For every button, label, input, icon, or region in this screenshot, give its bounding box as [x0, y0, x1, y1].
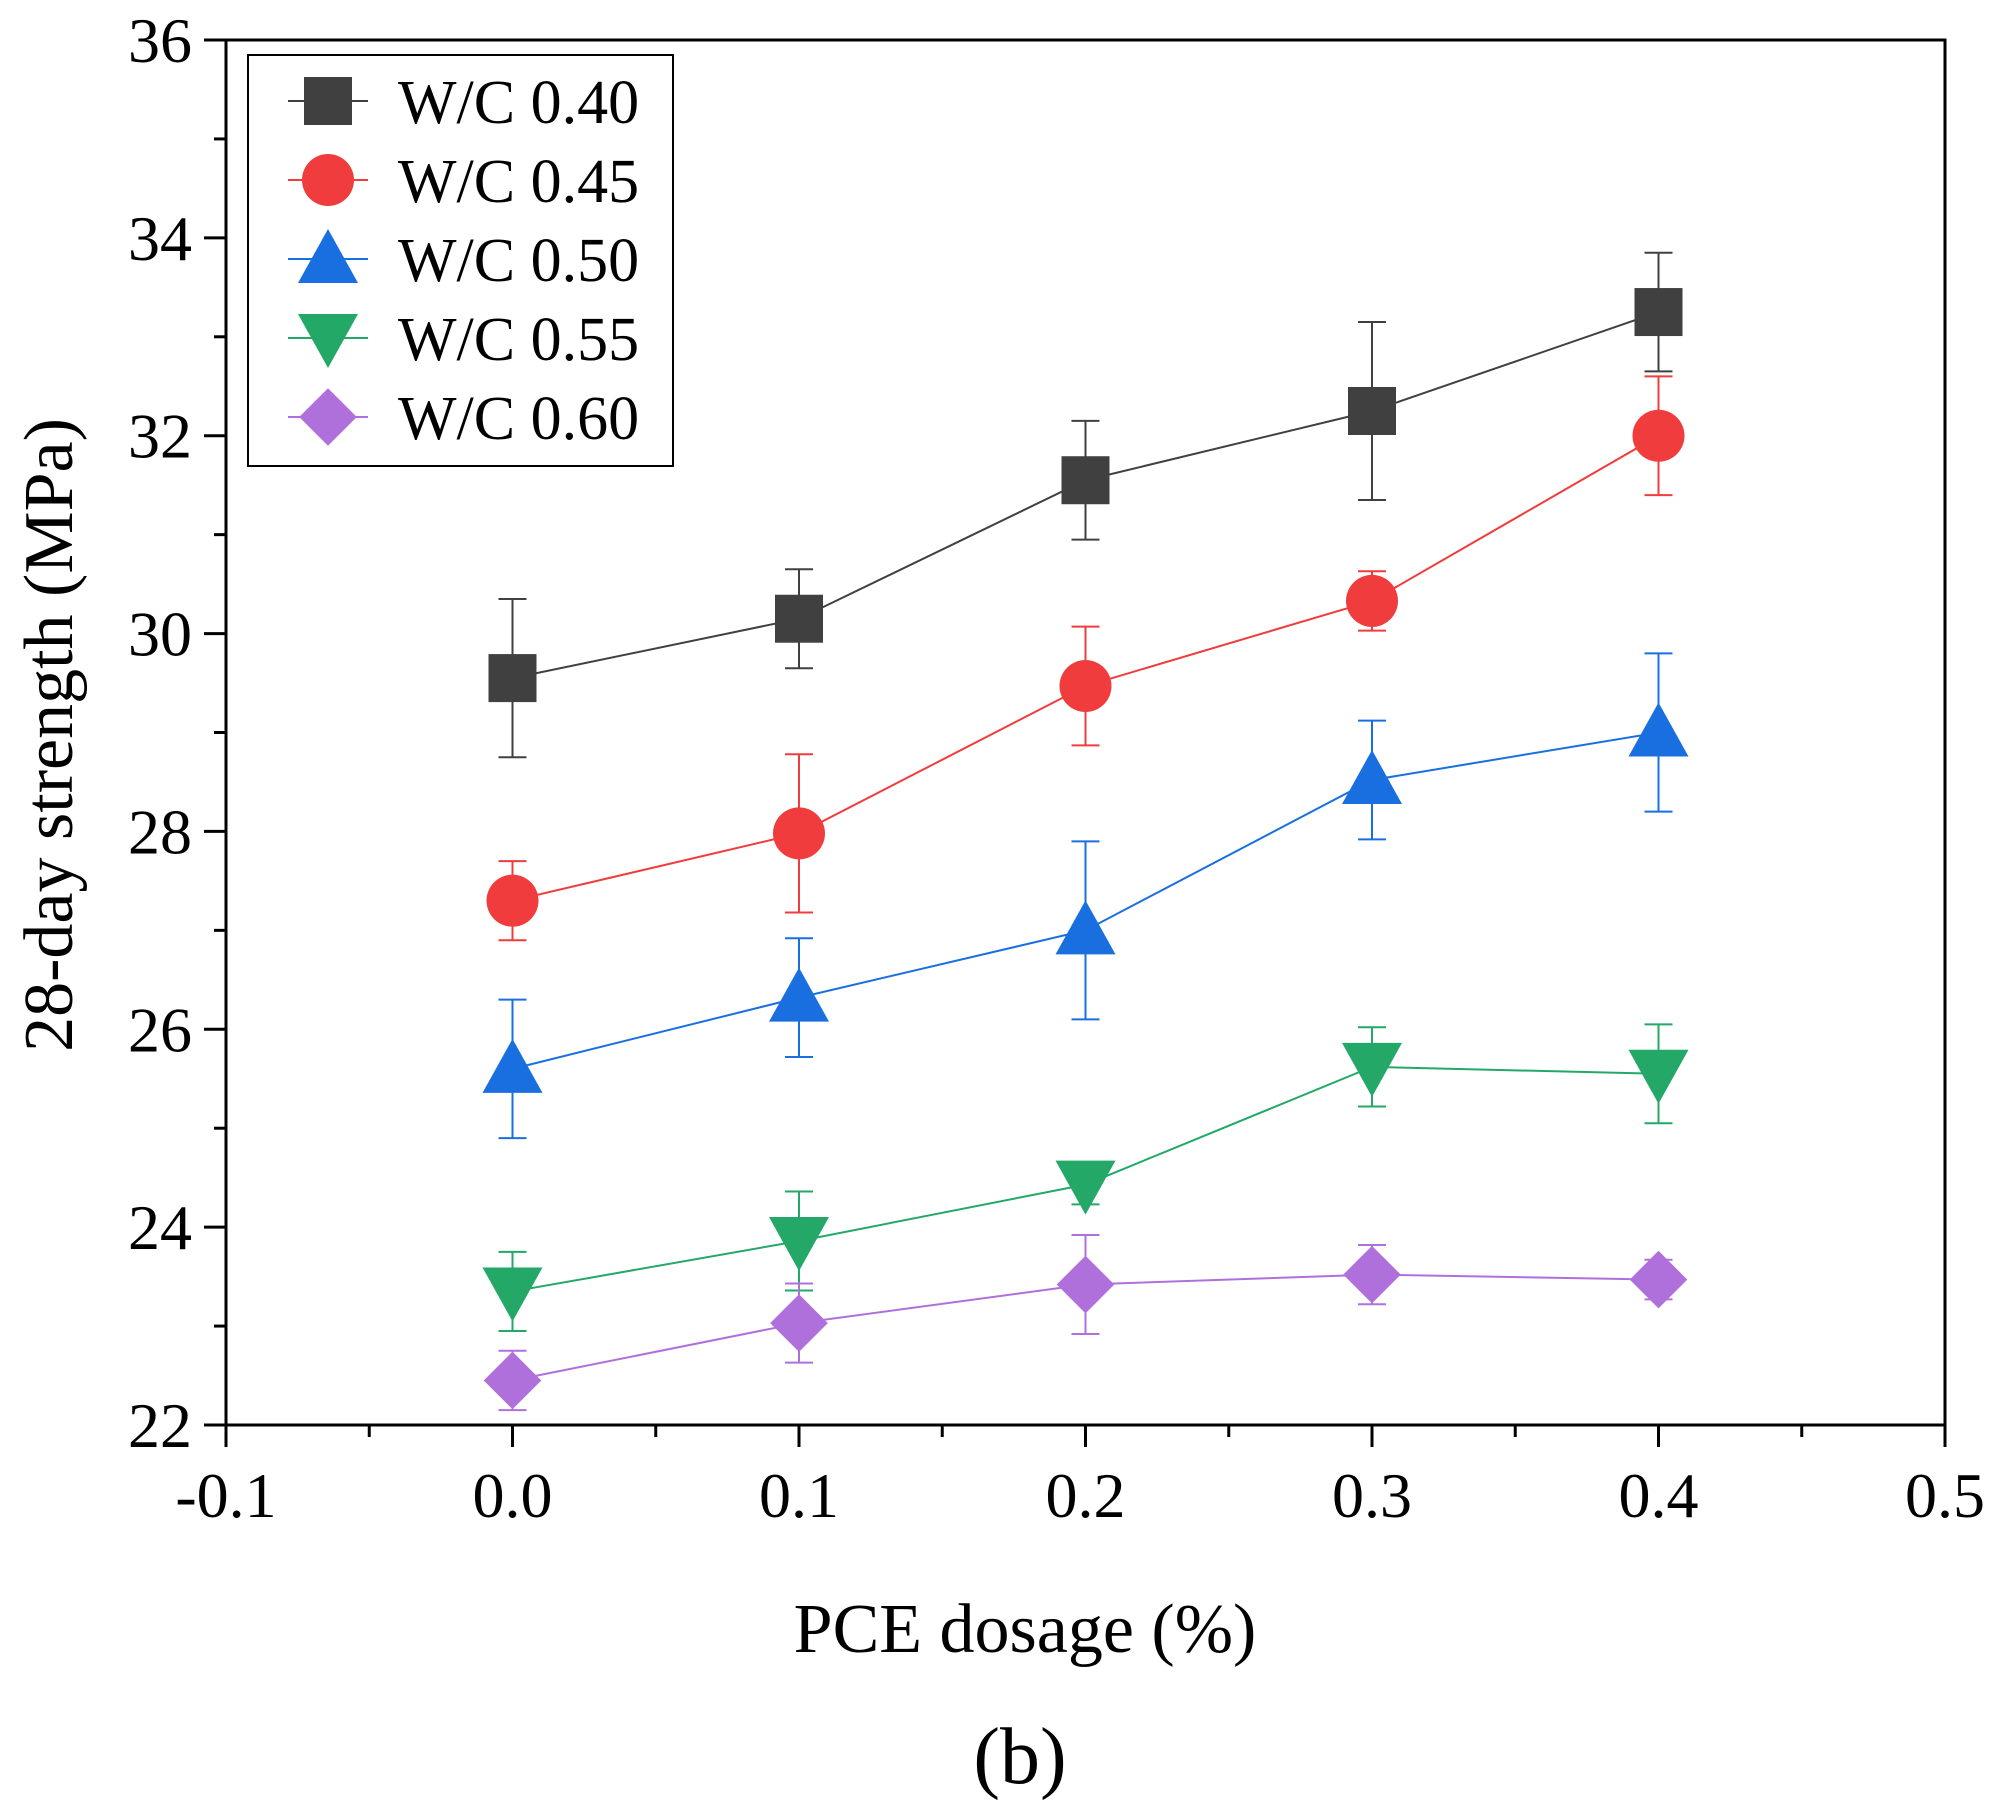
data-point — [482, 1038, 543, 1093]
x-tick-label: 0.1 — [759, 1460, 839, 1531]
data-point — [773, 807, 825, 860]
x-tick-label: 0.2 — [1046, 1460, 1126, 1531]
legend-label: W/C 0.40 — [398, 69, 639, 137]
legend-label: W/C 0.55 — [398, 306, 639, 374]
y-tick-label: 26 — [128, 994, 192, 1065]
series-w-c-0-50 — [482, 652, 1689, 1140]
data-point — [1061, 456, 1110, 505]
series-w-c-0-55 — [482, 1023, 1689, 1333]
data-point — [1342, 749, 1402, 804]
series-w-c-0-40 — [488, 251, 1683, 759]
x-tick-label: 0.4 — [1619, 1460, 1699, 1531]
data-point — [1055, 1160, 1116, 1215]
data-point — [1348, 386, 1396, 435]
x-tick-label: -0.1 — [175, 1460, 276, 1531]
data-point — [1342, 1042, 1402, 1097]
series-w-c-0-60 — [483, 1234, 1688, 1412]
x-axis-title: PCE dosage (%) — [794, 1591, 1257, 1668]
y-tick-label: 36 — [128, 5, 192, 76]
legend-marker — [299, 388, 357, 446]
x-tick-label: 0.5 — [1905, 1460, 1985, 1531]
y-tick-label: 34 — [128, 203, 192, 274]
data-point — [1629, 1250, 1688, 1309]
data-point — [1632, 409, 1685, 462]
data-point — [1634, 288, 1683, 337]
data-point — [769, 1216, 829, 1271]
legend-item: W/C 0.50 — [288, 227, 639, 295]
legend-item: W/C 0.60 — [288, 385, 639, 453]
legend-label: W/C 0.45 — [398, 148, 639, 216]
legend-item: W/C 0.45 — [288, 148, 639, 216]
x-tick-label: 0.3 — [1332, 1460, 1412, 1531]
data-point — [482, 1267, 543, 1322]
data-point — [488, 654, 537, 703]
legend-marker — [298, 314, 358, 368]
legend-marker — [304, 77, 352, 125]
data-point — [483, 1351, 542, 1410]
data-point — [1059, 660, 1112, 713]
series-w-c-0-45 — [486, 375, 1685, 942]
y-tick-label: 28 — [128, 796, 192, 867]
data-point — [1628, 702, 1689, 757]
y-tick-label: 24 — [128, 1192, 192, 1263]
legend-label: W/C 0.50 — [398, 227, 639, 295]
data-point — [1055, 900, 1116, 955]
data-point — [1346, 574, 1398, 627]
legend-marker — [302, 154, 354, 206]
legend-item: W/C 0.40 — [288, 69, 639, 137]
data-point — [1056, 1255, 1115, 1314]
series-layer — [482, 251, 1689, 1412]
y-tick-label: 30 — [128, 599, 192, 670]
panel-label: (b) — [973, 1713, 1066, 1801]
y-tick-label: 22 — [128, 1390, 192, 1461]
data-point — [1628, 1049, 1689, 1104]
legend: W/C 0.40 W/C 0.45 W/C 0.50 W/C 0.55 W/C 0.60 — [247, 54, 674, 467]
data-point — [1343, 1245, 1401, 1304]
x-axis: -0.1 0.0 0.1 0.2 0.3 0.4 0.5 — [175, 1425, 1985, 1531]
y-axis-title: 28-day strength (MPa) — [11, 418, 88, 1052]
data-point — [770, 1294, 828, 1352]
y-axis: 22 24 26 28 30 32 34 36 — [128, 5, 226, 1461]
data-point — [775, 594, 823, 643]
legend-label: W/C 0.60 — [398, 385, 639, 453]
legend-item: W/C 0.55 — [288, 306, 639, 374]
x-tick-label: 0.0 — [473, 1460, 553, 1531]
y-tick-label: 32 — [128, 401, 192, 472]
data-point — [769, 967, 829, 1022]
data-point — [486, 874, 539, 927]
legend-marker — [298, 229, 358, 283]
